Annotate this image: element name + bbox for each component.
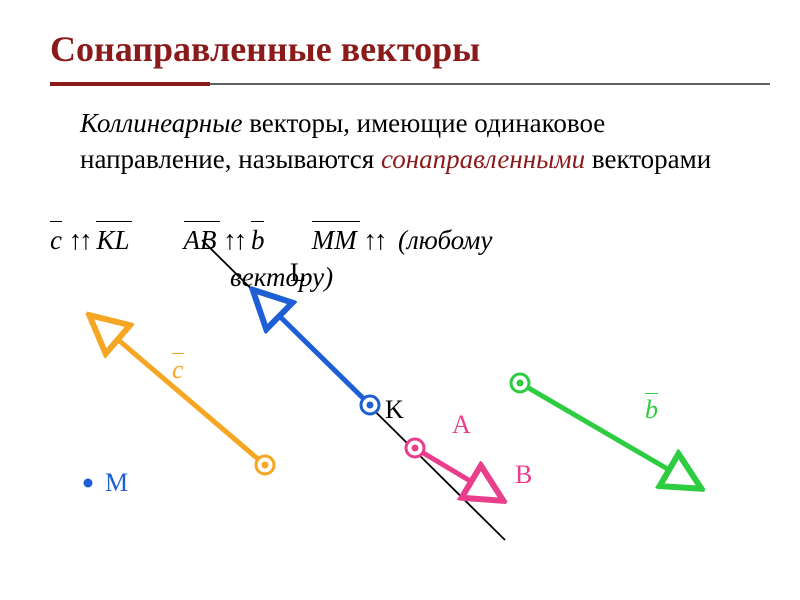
sym-kl: KL	[96, 225, 129, 255]
overline-kl	[96, 221, 132, 222]
vector-b	[520, 383, 695, 485]
definition-emph: сонаправленными	[381, 144, 585, 174]
title-text: Сонаправленные векторы	[50, 29, 480, 69]
vector-ab	[415, 448, 497, 497]
label-A: A	[452, 410, 471, 440]
overline-mm	[312, 221, 360, 222]
label-B: B	[515, 460, 532, 490]
label-L: L	[290, 258, 306, 288]
formula-b: b	[251, 225, 265, 256]
sym-b: b	[251, 225, 265, 255]
overline-b	[251, 221, 264, 222]
title-underline	[50, 82, 770, 86]
sym-ab: AB	[184, 225, 217, 255]
sym-c: c	[50, 225, 62, 255]
point-c-origin	[256, 456, 274, 474]
sym-mm: MM	[312, 225, 357, 255]
formula-c: c	[50, 225, 62, 256]
point-b-origin-dot	[517, 380, 524, 387]
point-a-dot	[412, 445, 419, 452]
formula-kl: KL	[96, 225, 129, 256]
definition-tail: векторами	[585, 144, 711, 174]
page-title: Сонаправленные векторы	[0, 0, 800, 70]
title-underline-accent	[50, 82, 210, 86]
vector-kl	[258, 295, 370, 405]
formula-mm: MM	[312, 225, 357, 256]
definition-text: Коллинеарные векторы, имеющие одинаковое…	[80, 105, 740, 178]
definition-lead: Коллинеарные	[80, 108, 242, 138]
overline-ab	[184, 221, 220, 222]
formula-tail: (любому	[398, 225, 492, 255]
arrows-2: ↑↑	[223, 225, 244, 255]
point-a	[406, 439, 424, 457]
arrows-1: ↑↑	[69, 225, 90, 255]
point-c-origin-dot	[262, 462, 269, 469]
vector-c	[95, 320, 265, 465]
formula-ab: AB	[184, 225, 217, 256]
overline-c	[50, 221, 62, 222]
label-M: M	[105, 468, 128, 498]
label-c: c	[172, 355, 184, 385]
arrows-3: ↑↑	[364, 225, 385, 255]
point-b-origin	[511, 374, 529, 392]
formula-row: c ↑↑ KL AB ↑↑ b MM ↑↑ (любому	[50, 225, 770, 256]
point-m	[84, 479, 93, 488]
vector-diagram	[0, 0, 800, 600]
point-k-dot	[367, 402, 374, 409]
label-b: b	[645, 395, 658, 425]
point-k	[361, 396, 379, 414]
title-underline-line	[210, 83, 770, 85]
formula-line2: вектору)	[230, 262, 333, 293]
label-K: K	[385, 395, 404, 425]
